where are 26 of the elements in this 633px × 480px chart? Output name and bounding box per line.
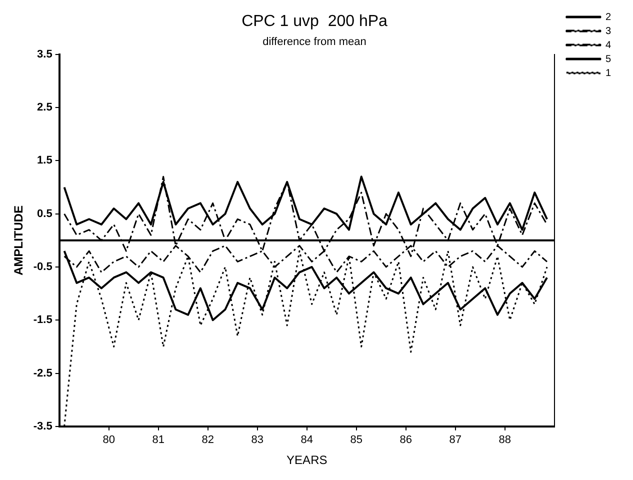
x-tick-label: 85 [350,434,363,446]
legend-label: 3 [605,26,612,37]
chart-title: CPC 1 uvp 200 hPa [242,13,388,30]
x-axis-title: YEARS [286,453,328,468]
y-tick-label: -3.5 [33,420,52,432]
y-tick-label: -0.5 [33,261,52,274]
legend-label: 1 [605,68,612,79]
x-tick-label: 82 [202,434,214,446]
y-tick-label: -1.5 [33,314,52,326]
chart-subtitle: difference from mean [262,36,366,48]
y-axis-title: AMPLITUDE [12,205,26,276]
y-tick-label: -2.5 [33,367,52,380]
legend-label: 2 [605,12,612,23]
x-tick-label: 88 [498,434,512,446]
y-tick-label: 2.5 [37,102,52,114]
x-tick-label: 86 [400,434,412,446]
y-tick-label: 3.5 [37,48,52,60]
x-tick-label: 84 [300,434,314,446]
y-tick-label: 1.5 [37,154,52,167]
y-tick-label: 0.5 [37,208,52,220]
x-tick-label: 83 [251,434,264,446]
legend-label: 5 [605,54,612,65]
x-tick-label: 81 [152,434,164,446]
x-tick-label: 87 [449,434,462,446]
x-tick-label: 80 [102,434,115,446]
legend-label: 4 [605,40,612,51]
